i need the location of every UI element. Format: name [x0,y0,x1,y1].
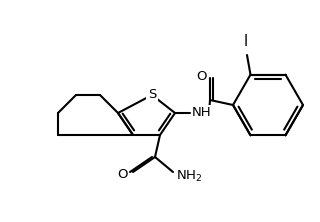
Text: S: S [148,89,156,101]
Text: I: I [244,34,248,50]
Text: O: O [196,71,207,83]
Text: O: O [117,168,128,182]
Text: NH$_2$: NH$_2$ [176,168,203,184]
Text: NH: NH [192,107,212,119]
